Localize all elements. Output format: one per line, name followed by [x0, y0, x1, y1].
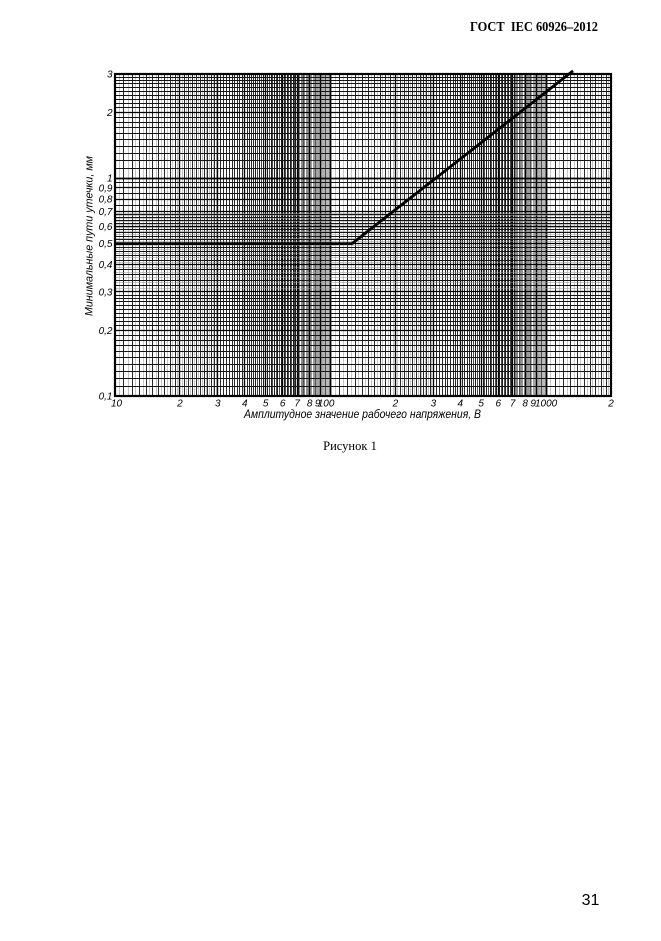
- svg-text:7: 7: [510, 399, 516, 410]
- svg-text:Амплитудное значение рабочего: Амплитудное значение рабочего напряжения…: [243, 407, 481, 421]
- svg-text:5: 5: [478, 399, 484, 410]
- svg-text:3: 3: [215, 399, 221, 410]
- svg-text:4: 4: [242, 399, 248, 410]
- svg-text:Минимальные пути утечки, мм: Минимальные пути утечки, мм: [84, 156, 96, 316]
- svg-text:0,8: 0,8: [99, 195, 113, 206]
- svg-text:4: 4: [458, 399, 464, 410]
- svg-text:5: 5: [263, 399, 269, 410]
- svg-text:7: 7: [294, 399, 300, 410]
- svg-text:6: 6: [280, 399, 286, 410]
- svg-text:9: 9: [315, 399, 321, 410]
- svg-text:31: 31: [582, 892, 600, 909]
- svg-text:0,1: 0,1: [99, 391, 113, 402]
- svg-text:0,5: 0,5: [99, 239, 113, 250]
- svg-text:2: 2: [176, 399, 183, 410]
- svg-text:0,6: 0,6: [99, 222, 113, 233]
- svg-text:3: 3: [431, 399, 437, 410]
- svg-text:Рисунок 1: Рисунок 1: [323, 439, 377, 453]
- svg-text:0,2: 0,2: [99, 326, 113, 337]
- svg-text:100: 100: [318, 399, 335, 410]
- svg-text:2: 2: [392, 399, 399, 410]
- svg-text:9: 9: [530, 399, 536, 410]
- svg-text:2: 2: [106, 108, 113, 119]
- svg-text:10: 10: [111, 399, 123, 410]
- svg-text:0,7: 0,7: [99, 207, 113, 218]
- svg-text:0,9: 0,9: [99, 183, 113, 194]
- svg-text:8: 8: [522, 399, 528, 410]
- svg-text:6: 6: [496, 399, 502, 410]
- svg-text:3: 3: [107, 69, 113, 80]
- svg-text:8: 8: [307, 399, 313, 410]
- svg-text:ГОСТ IEC 60926–2012: ГОСТ IEC 60926–2012: [470, 20, 598, 35]
- svg-text:0,4: 0,4: [99, 260, 113, 271]
- svg-text:1000: 1000: [535, 399, 558, 410]
- svg-text:2: 2: [607, 399, 614, 410]
- svg-text:1: 1: [107, 173, 113, 184]
- svg-text:0,3: 0,3: [99, 287, 113, 298]
